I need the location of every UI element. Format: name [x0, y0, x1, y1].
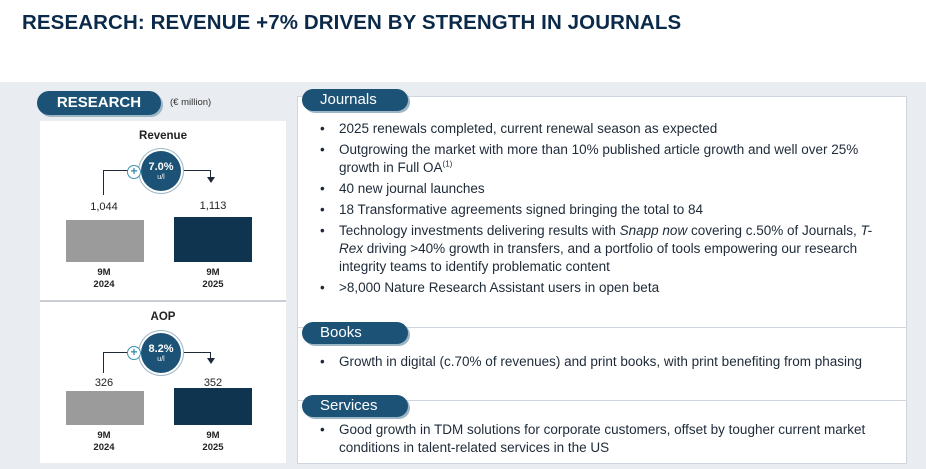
aop-growth-unit: u/l — [157, 356, 165, 363]
revenue-xlabel-2025: 9M 2025 — [202, 267, 224, 290]
section-services-heading: Services — [302, 395, 408, 417]
revenue-xlabel-2024: 9M 2024 — [93, 267, 115, 290]
aop-growth-value: 8.2% — [148, 343, 174, 355]
aop-value-2025: 352 — [203, 377, 223, 389]
aop-growth-badge: 8.2% u/l — [141, 333, 181, 373]
list-item: Good growth in TDM solutions for corpora… — [320, 421, 900, 457]
list-item: Growth in digital (c.70% of revenues) an… — [320, 353, 890, 371]
plus-icon: + — [127, 165, 141, 179]
books-bullet-list: Growth in digital (c.70% of revenues) an… — [320, 353, 890, 371]
aop-bar-2024 — [66, 391, 144, 425]
list-item: >8,000 Nature Research Assistant users i… — [320, 279, 890, 297]
section-divider — [298, 400, 906, 401]
growth-bracket-left — [103, 170, 141, 195]
plus-icon: + — [127, 346, 141, 360]
aop-xlabel-2024: 9M 2024 — [93, 430, 115, 453]
section-books-heading: Books — [302, 322, 408, 344]
services-bullet-list: Good growth in TDM solutions for corpora… — [320, 421, 900, 457]
journals-bullet-list: 2025 renewals completed, current renewal… — [320, 120, 890, 297]
down-arrow-icon — [207, 358, 215, 364]
revenue-value-2024: 1,044 — [90, 201, 118, 213]
aop-bracket-stem — [210, 352, 211, 358]
down-arrow-icon — [207, 177, 215, 183]
revenue-growth-unit: u/l — [157, 174, 165, 181]
unit-label: (€ million) — [170, 97, 212, 108]
revenue-bar-2025 — [174, 217, 252, 262]
page-title: RESEARCH: REVENUE +7% DRIVEN BY STRENGTH… — [22, 11, 682, 34]
aop-bracket-left — [103, 352, 141, 373]
growth-bracket-stem — [210, 170, 211, 177]
chart-divider — [40, 300, 286, 302]
list-item: 18 Transformative agreements signed brin… — [320, 201, 890, 219]
aop-bar-2025 — [174, 388, 252, 425]
revenue-value-2025: 1,113 — [199, 200, 227, 212]
revenue-chart-title: Revenue — [139, 130, 187, 142]
section-journals-heading: Journals — [302, 89, 408, 111]
list-item: Technology investments delivering result… — [320, 222, 890, 276]
list-item: Outgrowing the market with more than 10%… — [320, 141, 890, 177]
aop-xlabel-2025: 9M 2025 — [202, 430, 224, 453]
revenue-growth-value: 7.0% — [148, 161, 174, 173]
revenue-bar-2024 — [66, 220, 144, 262]
list-item: 2025 renewals completed, current renewal… — [320, 120, 890, 138]
revenue-growth-badge: 7.0% u/l — [141, 151, 181, 191]
section-divider — [298, 327, 906, 328]
growth-bracket-right — [174, 170, 211, 171]
aop-chart-title: AOP — [150, 311, 176, 323]
list-item: 40 new journal launches — [320, 180, 890, 198]
aop-bracket-right — [174, 352, 211, 353]
aop-value-2024: 326 — [94, 377, 114, 389]
research-badge: RESEARCH — [37, 91, 161, 115]
